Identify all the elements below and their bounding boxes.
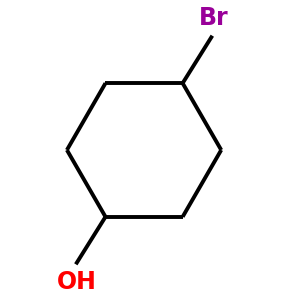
- Text: Br: Br: [199, 6, 229, 30]
- Text: OH: OH: [57, 270, 97, 294]
